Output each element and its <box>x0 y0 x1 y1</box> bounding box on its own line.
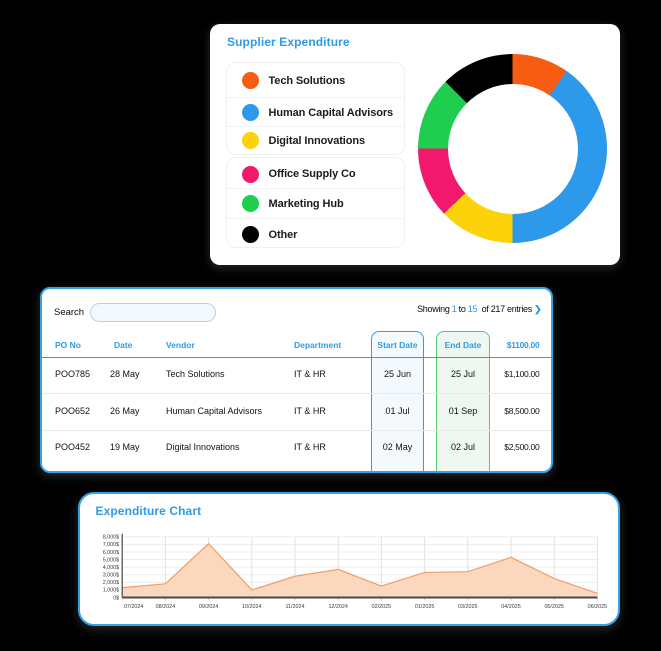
svg-text:3,000$: 3,000$ <box>102 572 119 578</box>
svg-text:5,000$: 5,000$ <box>102 557 119 563</box>
svg-text:05/2025: 05/2025 <box>544 604 564 610</box>
svg-text:04/2025: 04/2025 <box>501 604 521 610</box>
svg-text:6,000$: 6,000$ <box>102 550 119 556</box>
svg-text:03/2025: 03/2025 <box>458 604 478 610</box>
svg-text:12/2024: 12/2024 <box>328 604 348 610</box>
svg-text:02/2025: 02/2025 <box>371 604 391 610</box>
svg-text:1,000$: 1,000$ <box>102 588 119 594</box>
svg-text:2,000$: 2,000$ <box>102 580 119 586</box>
svg-text:8,000$: 8,000$ <box>102 534 119 540</box>
svg-text:07/2024: 07/2024 <box>124 604 144 610</box>
svg-text:09/2024: 09/2024 <box>199 604 219 610</box>
svg-text:11/2024: 11/2024 <box>285 604 304 610</box>
svg-text:06/2025: 06/2025 <box>587 604 607 610</box>
svg-text:4,000$: 4,000$ <box>102 565 119 571</box>
svg-text:10/2024: 10/2024 <box>242 604 261 610</box>
svg-text:0$: 0$ <box>113 595 119 601</box>
svg-text:01/2025: 01/2025 <box>415 604 435 610</box>
svg-text:7,000$: 7,000$ <box>102 542 119 548</box>
svg-text:08/2024: 08/2024 <box>155 604 175 610</box>
